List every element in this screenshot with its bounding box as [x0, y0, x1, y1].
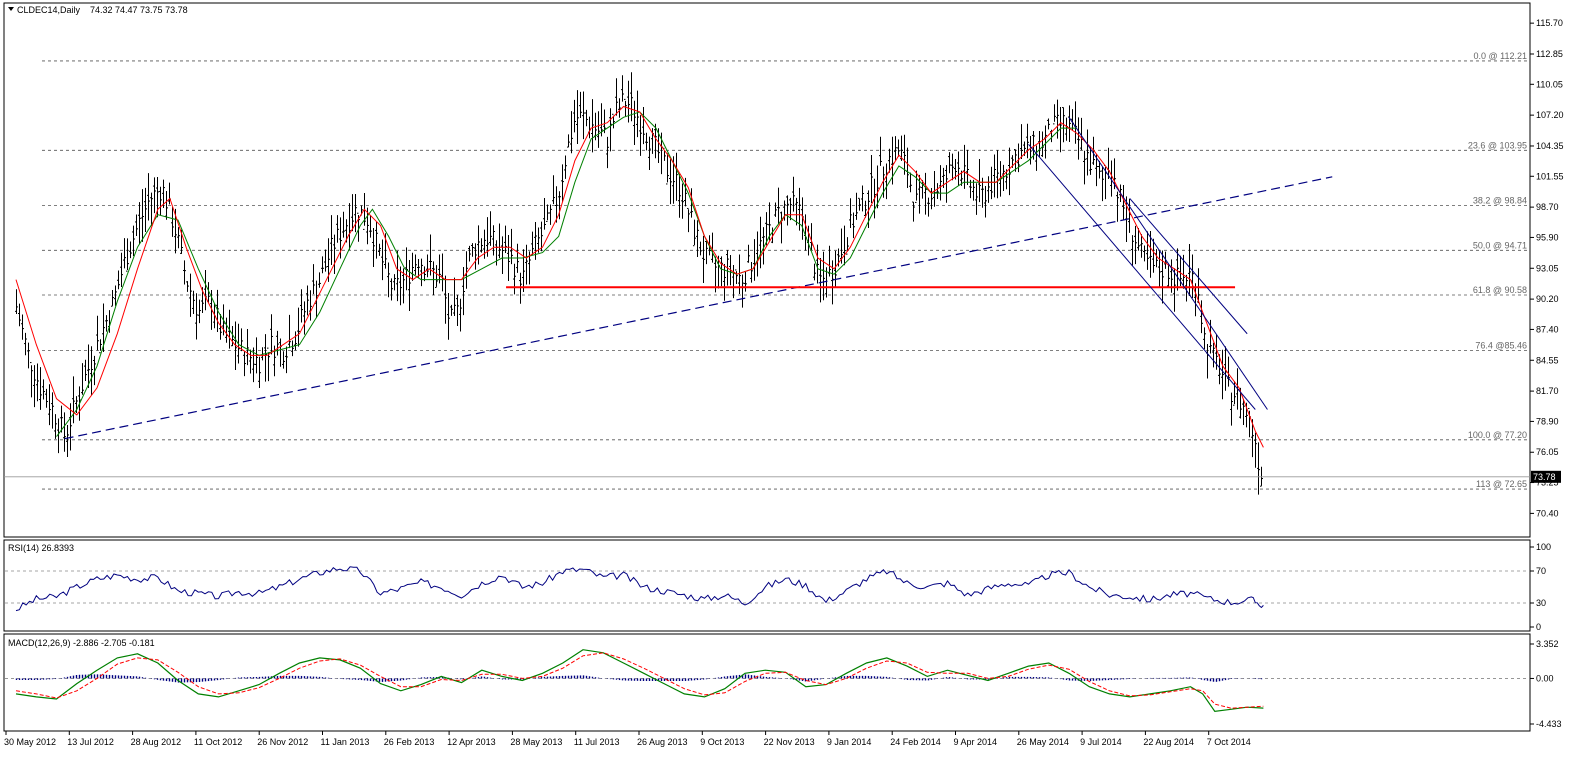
macd-tick-label: -4.433 — [1536, 719, 1562, 729]
price-tick-label: 115.70 — [1536, 18, 1563, 28]
time-tick-label: 26 Nov 2012 — [257, 737, 308, 747]
time-tick-label: 22 Nov 2013 — [764, 737, 815, 747]
trendline — [64, 176, 1333, 440]
ohlc-values: 74.32 74.47 73.75 73.78 — [90, 5, 188, 15]
current-price-label: 73.78 — [1533, 472, 1556, 482]
fib-label: 38.2 @ 98.84 — [1473, 196, 1527, 206]
rsi-header: RSI(14) 26.8393 — [8, 543, 74, 553]
time-tick-label: 9 Jan 2014 — [827, 737, 872, 747]
time-tick-label: 22 Aug 2014 — [1143, 737, 1194, 747]
price-tick-label: 76.05 — [1536, 447, 1559, 457]
rsi-tick-label: 70 — [1536, 566, 1546, 576]
fib-label: 50.0 @ 94.71 — [1473, 240, 1527, 250]
price-axis: 115.70 112.85 110.05 107.20 104.35 101.55 98.7… — [4, 18, 1564, 518]
header-arrow-icon[interactable] — [8, 7, 14, 11]
time-tick-label: 28 May 2013 — [510, 737, 562, 747]
price-tick-label: 110.05 — [1536, 79, 1563, 89]
time-tick-label: 13 Jul 2012 — [67, 737, 114, 747]
channel-line — [1028, 144, 1256, 410]
ma-fast-line — [15, 105, 1264, 448]
signal-line — [15, 652, 1264, 709]
time-tick-label: 28 Aug 2012 — [131, 737, 182, 747]
rsi-tick-label: 30 — [1536, 598, 1546, 608]
time-tick-label: 9 Jul 2014 — [1080, 737, 1122, 747]
rsi-panel-frame — [3, 539, 1531, 632]
price-tick-label: 90.20 — [1536, 294, 1559, 304]
price-tick-label: 81.70 — [1536, 386, 1559, 396]
macd-line — [15, 649, 1264, 712]
channel-line — [1068, 117, 1268, 410]
time-tick-label: 26 May 2014 — [1017, 737, 1069, 747]
fib-label: 113 @ 72.65 — [1476, 479, 1527, 489]
time-axis: 30 May 2012 13 Jul 2012 28 Aug 2012 11 Oct … — [4, 731, 1251, 747]
time-tick-label: 9 Apr 2014 — [954, 737, 998, 747]
rsi-panel: 100 70 30 0 — [5, 542, 1551, 632]
macd-panel: 3.352 0.00 -4.433 — [5, 639, 1562, 729]
fib-label: 23.6 @ 103.95 — [1468, 140, 1527, 150]
time-tick-label: 11 Jul 2013 — [574, 737, 620, 747]
macd-tick-label: 3.352 — [1536, 639, 1559, 649]
macd-tick-label: 0.00 — [1536, 673, 1554, 683]
channel-line — [1129, 198, 1248, 335]
price-tick-label: 70.40 — [1536, 508, 1559, 518]
price-tick-label: 87.40 — [1536, 324, 1559, 334]
indicator-lines — [15, 105, 1333, 448]
symbol-label: CLDEC14,Daily — [17, 5, 81, 15]
rsi-tick-label: 100 — [1536, 542, 1551, 552]
time-tick-label: 26 Aug 2013 — [637, 737, 688, 747]
fib-label: 100.0 @ 77.20 — [1468, 430, 1527, 440]
price-tick-label: 95.90 — [1536, 232, 1559, 242]
fib-grid: 0.0 @ 112.21 23.6 @ 103.95 38.2 @ 98.84 50.… — [42, 51, 1528, 490]
time-tick-label: 24 Feb 2014 — [890, 737, 941, 747]
fib-label: 61.8 @ 90.58 — [1473, 285, 1527, 295]
time-tick-label: 12 Apr 2013 — [447, 737, 496, 747]
macd-header: MACD(12,26,9) -2.886 -2.705 -0.181 — [8, 638, 155, 648]
price-tick-label: 112.85 — [1536, 49, 1563, 59]
fib-label: 76.4 @85.46 — [1475, 340, 1527, 350]
time-tick-label: 9 Oct 2013 — [700, 737, 744, 747]
price-panel-frame — [3, 2, 1531, 538]
time-tick-label: 26 Feb 2013 — [384, 737, 435, 747]
current-price-box — [1531, 470, 1561, 483]
price-bars — [15, 72, 1263, 495]
rsi-tick-label: 0 — [1536, 622, 1541, 632]
time-tick-label: 30 May 2012 — [4, 737, 56, 747]
price-tick-label: 93.05 — [1536, 263, 1559, 273]
ma-slow-line — [56, 111, 1078, 437]
time-tick-label: 11 Oct 2012 — [194, 737, 242, 747]
macd-panel-frame — [3, 633, 1531, 732]
fib-label: 0.0 @ 112.21 — [1473, 51, 1527, 61]
price-tick-label: 78.90 — [1536, 416, 1559, 426]
time-tick-label: 11 Jan 2013 — [321, 737, 370, 747]
time-tick-label: 7 Oct 2014 — [1207, 737, 1251, 747]
price-tick-label: 84.55 — [1536, 355, 1559, 365]
price-tick-label: 98.70 — [1536, 202, 1559, 212]
price-tick-label: 101.55 — [1536, 171, 1564, 181]
price-tick-label: 104.35 — [1536, 141, 1564, 151]
rsi-line — [15, 566, 1264, 612]
price-tick-label: 107.20 — [1536, 110, 1564, 120]
